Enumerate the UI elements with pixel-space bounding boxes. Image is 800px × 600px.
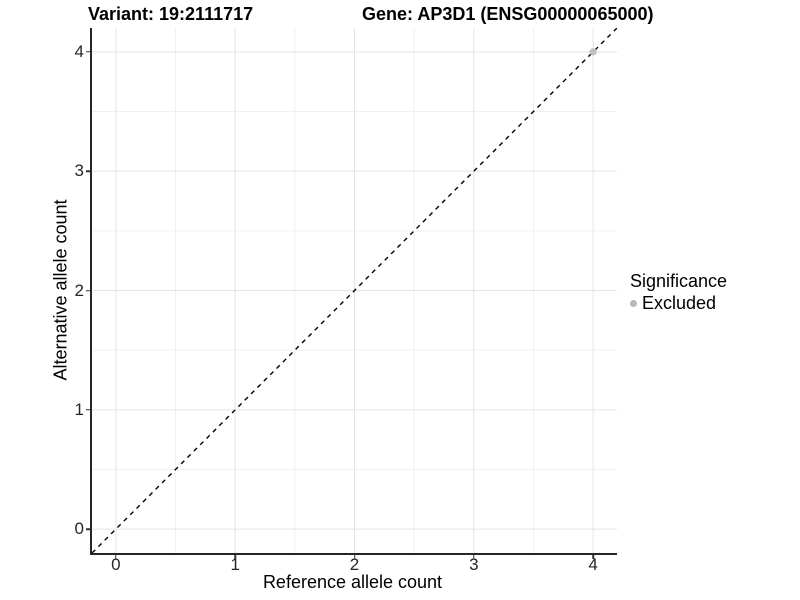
identity-dashed-line: [92, 28, 617, 553]
y-tick-label: 0: [74, 519, 84, 539]
x-tick-mark: [592, 555, 594, 559]
x-tick-label: 3: [469, 555, 479, 574]
y-tick-mark: [86, 51, 90, 53]
legend-item-excluded: Excluded: [630, 294, 727, 312]
y-tick-mark: [86, 170, 90, 172]
legend-item-label: Excluded: [642, 293, 717, 313]
y-tick-mark: [86, 528, 90, 530]
y-tick-label: 3: [74, 161, 84, 181]
legend: Significance Excluded: [630, 271, 727, 312]
y-tick-mark: [86, 409, 90, 411]
x-tick-mark: [234, 555, 236, 559]
y-tick-label: 1: [74, 399, 84, 419]
x-tick-label: 0: [111, 555, 121, 574]
plot-panel: [90, 28, 617, 555]
y-tick-mark: [86, 289, 90, 292]
x-tick-mark: [473, 555, 475, 559]
legend-title: Significance: [630, 271, 728, 291]
x-axis-title: Reference allele count: [262, 572, 443, 592]
excluded-point-icon: [630, 299, 637, 307]
x-tick-mark: [353, 555, 356, 559]
y-axis-title: Alternative allele count: [50, 199, 71, 381]
y-tick-label: 2: [74, 280, 84, 300]
plot-canvas: [92, 28, 617, 553]
variant-title: Variant: 19:2111717: [88, 4, 254, 24]
gene-title: Gene: AP3D1 (ENSG00000065000): [362, 4, 654, 24]
data-point-excluded: [589, 48, 597, 56]
y-tick-label: 4: [74, 41, 84, 61]
x-tick-mark: [115, 555, 117, 559]
x-tick-label: 4: [588, 555, 598, 574]
x-tick-label: 2: [349, 555, 360, 574]
x-tick-label: 1: [230, 555, 240, 574]
